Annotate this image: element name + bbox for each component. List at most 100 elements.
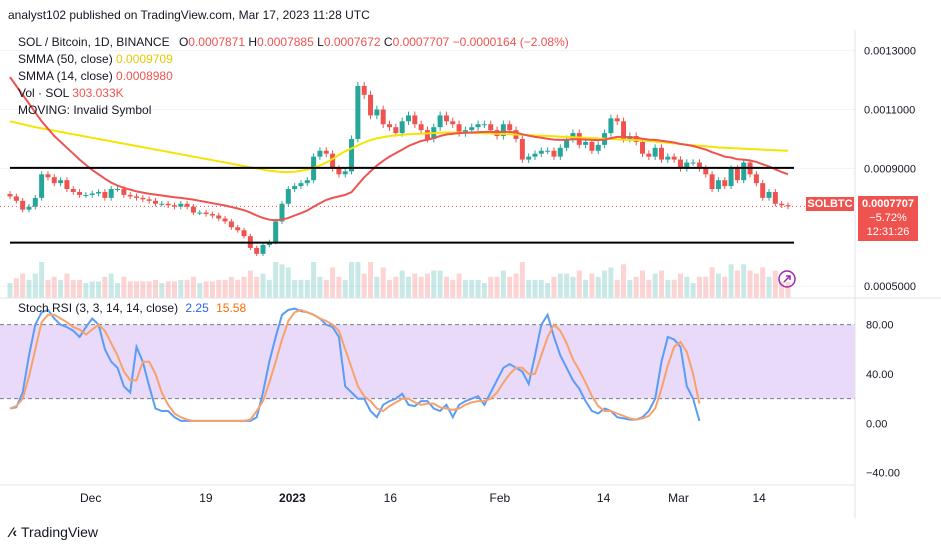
candle bbox=[260, 242, 266, 256]
volume-bar bbox=[127, 281, 133, 298]
volume-bar bbox=[621, 264, 627, 298]
candle bbox=[45, 171, 51, 181]
candle bbox=[342, 168, 348, 178]
candle-body bbox=[317, 150, 323, 157]
open-value: 0.0007871 bbox=[188, 35, 246, 49]
candle bbox=[722, 177, 728, 190]
candle-body bbox=[96, 191, 102, 194]
candle bbox=[77, 189, 83, 198]
bar-countdown: 12:31:26 bbox=[866, 226, 910, 238]
stoch-axis: 80.00 40.00 0.00 −40.00 bbox=[866, 320, 900, 480]
candle-body bbox=[728, 168, 734, 187]
volume-bar bbox=[222, 279, 228, 298]
candle bbox=[361, 81, 367, 99]
time-tick-label: Dec bbox=[80, 491, 101, 505]
candle-body bbox=[741, 162, 747, 181]
volume-bar bbox=[703, 276, 709, 298]
tradingview-logo[interactable]: ⁄‹ TradingView bbox=[10, 524, 98, 540]
candle bbox=[304, 177, 310, 187]
smma50-legend[interactable]: SMMA (50, close) 0.0009709 bbox=[18, 52, 173, 66]
smma14-legend[interactable]: SMMA (14, close) 0.0008980 bbox=[18, 69, 173, 83]
volume-bar bbox=[760, 267, 766, 298]
candle-body bbox=[349, 138, 355, 172]
stoch-legend[interactable]: Stoch RSI (3, 3, 14, 14, close) 2.25 15.… bbox=[18, 301, 246, 315]
candle-body bbox=[722, 180, 728, 187]
volume-bar bbox=[311, 262, 317, 298]
volume-bar bbox=[519, 262, 525, 298]
candle-body bbox=[418, 124, 424, 131]
candle-body bbox=[51, 177, 57, 184]
volume-bar bbox=[715, 273, 721, 298]
candle bbox=[64, 177, 70, 192]
moving-legend[interactable]: MOVING: Invalid Symbol bbox=[18, 103, 151, 117]
candle bbox=[20, 198, 26, 213]
candle bbox=[728, 165, 734, 190]
volume-bar bbox=[190, 276, 196, 298]
published-text: analyst102 published on TradingView.com,… bbox=[8, 8, 370, 22]
candle-body bbox=[184, 203, 190, 207]
volume-bar bbox=[488, 276, 494, 298]
volume-bar bbox=[178, 279, 184, 298]
volume-bar bbox=[722, 276, 728, 298]
volume-bar bbox=[551, 276, 557, 298]
volume-bar bbox=[443, 276, 449, 298]
candle-body bbox=[304, 180, 310, 184]
candle-body bbox=[443, 115, 449, 122]
time-axis: Dec 19 2023 16 Feb 14 Mar 14 bbox=[80, 491, 766, 505]
candle-body bbox=[279, 203, 285, 222]
candle-body bbox=[197, 212, 203, 214]
volume-bar bbox=[456, 273, 462, 298]
volume-bar bbox=[45, 279, 51, 298]
candle-body bbox=[475, 124, 481, 128]
candle bbox=[368, 90, 374, 120]
low-label: L bbox=[317, 35, 324, 49]
tradingview-brand: TradingView bbox=[21, 524, 99, 540]
candle bbox=[159, 201, 165, 207]
candle bbox=[89, 190, 95, 198]
volume-bar bbox=[646, 279, 652, 298]
support-resistance-lines bbox=[10, 166, 794, 244]
volume-bar bbox=[431, 270, 437, 298]
volume-bar bbox=[690, 283, 696, 298]
volume-legend[interactable]: Vol · SOL 303.033K bbox=[18, 86, 124, 100]
chart-svg[interactable]: 0.0013000 0.0011000 0.0009000 0.0005000 80.… bbox=[0, 30, 941, 518]
candle-body bbox=[583, 141, 589, 145]
candle bbox=[380, 105, 386, 128]
smma50-value: 0.0009709 bbox=[116, 52, 173, 66]
candle-body bbox=[469, 127, 475, 131]
candle bbox=[614, 114, 620, 126]
time-tick-label: 14 bbox=[597, 491, 611, 505]
volume-bar bbox=[399, 270, 405, 298]
candle-body bbox=[519, 138, 525, 160]
volume-bar bbox=[140, 281, 146, 298]
candle bbox=[665, 153, 671, 163]
replay-icon[interactable] bbox=[778, 270, 796, 288]
candle bbox=[298, 180, 304, 190]
candle-body bbox=[488, 124, 494, 131]
candle bbox=[108, 186, 114, 201]
candle bbox=[399, 117, 405, 137]
stoch-tick-label: 40.00 bbox=[866, 369, 894, 381]
volume-bar bbox=[197, 283, 203, 298]
candle bbox=[83, 192, 89, 198]
candle-body bbox=[734, 168, 740, 181]
volume-bar bbox=[741, 264, 747, 298]
candle-body bbox=[216, 215, 222, 219]
candle-body bbox=[7, 194, 13, 197]
candle-body bbox=[108, 189, 114, 198]
smma50-label: SMMA (50, close) bbox=[18, 52, 113, 66]
candle-body bbox=[589, 141, 595, 151]
candle-body bbox=[140, 197, 146, 200]
time-tick-label: Mar bbox=[668, 491, 689, 505]
candle-body bbox=[387, 124, 393, 128]
footer: ⁄‹ TradingView bbox=[0, 518, 941, 548]
smma50-line bbox=[9, 120, 789, 173]
candle bbox=[785, 202, 791, 210]
chart-area[interactable]: 0.0013000 0.0011000 0.0009000 0.0005000 80.… bbox=[0, 30, 941, 518]
volume-bar bbox=[70, 279, 76, 298]
candle-body bbox=[703, 168, 709, 175]
candle bbox=[557, 144, 563, 160]
candle bbox=[772, 189, 778, 207]
symbol-title[interactable]: SOL / Bitcoin, 1D, BINANCE bbox=[18, 35, 170, 49]
candle bbox=[519, 135, 525, 163]
